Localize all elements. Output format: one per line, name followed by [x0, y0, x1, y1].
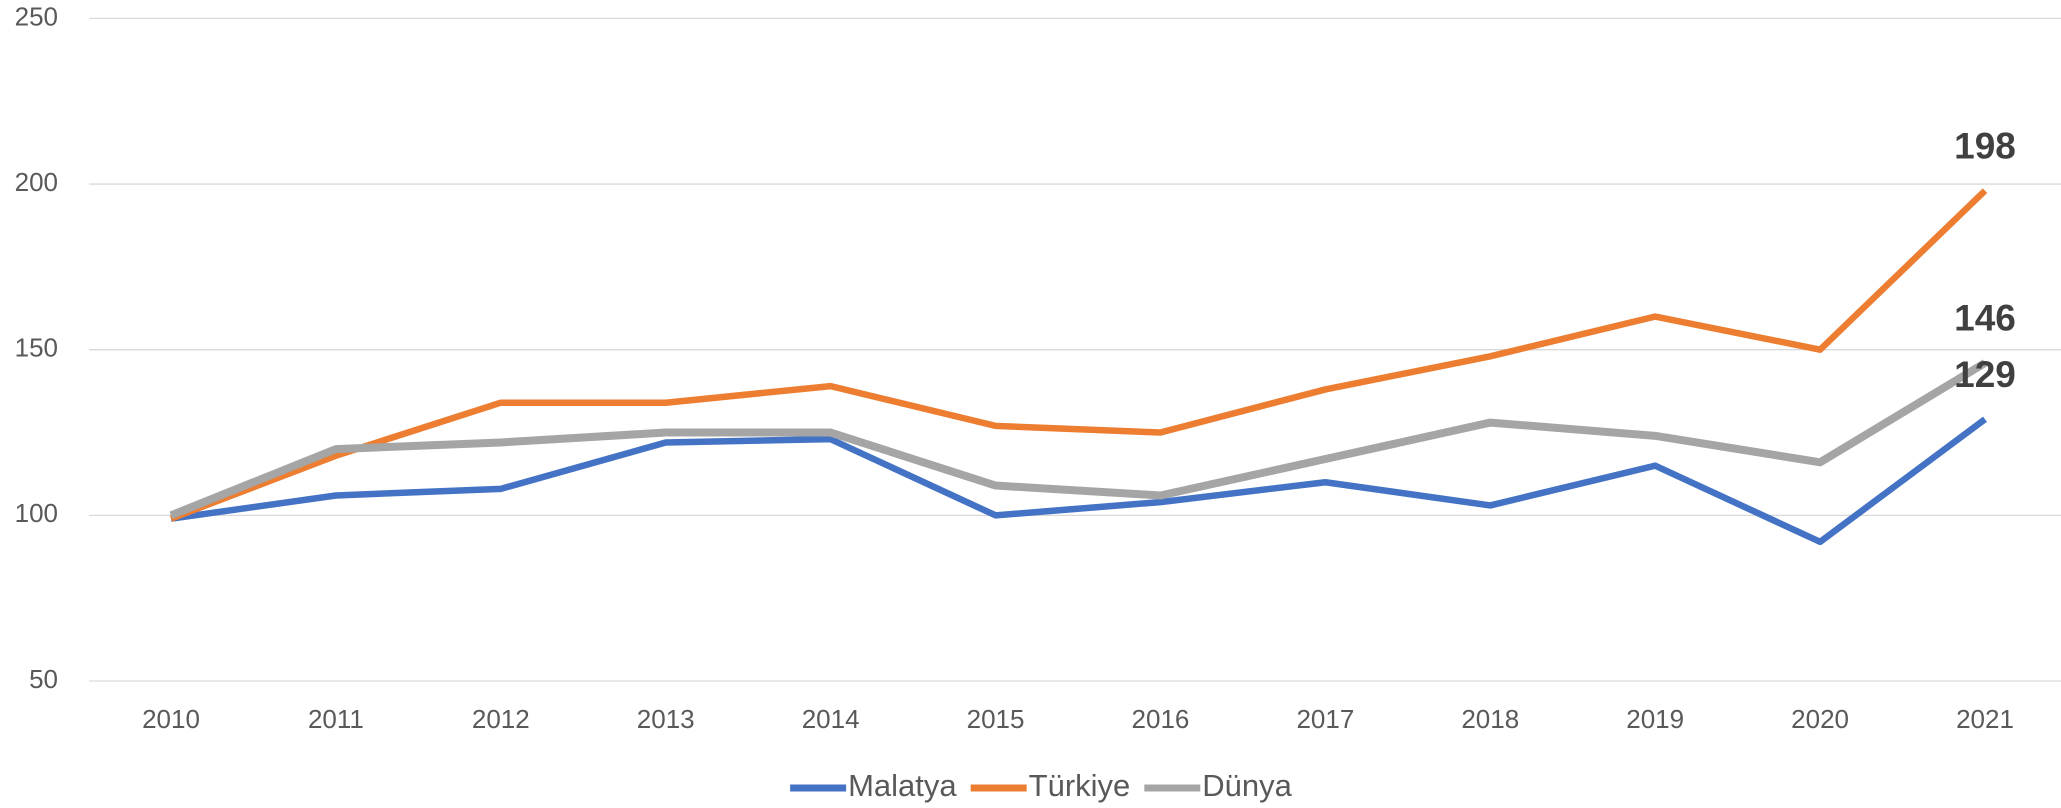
x-tick-label: 2013 — [637, 704, 695, 734]
data-label: 129 — [1954, 354, 2016, 395]
x-tick-label: 2017 — [1296, 704, 1354, 734]
series-line — [169, 188, 1988, 522]
y-tick-label: 50 — [29, 664, 58, 694]
x-tick-label: 2011 — [308, 704, 364, 734]
y-tick-label: 250 — [15, 1, 58, 31]
y-tick-label: 100 — [15, 498, 58, 528]
legend-label: Malatya — [848, 768, 957, 803]
legend-label: Türkiye — [1029, 768, 1131, 803]
y-tick-label: 200 — [15, 167, 58, 197]
x-tick-label: 2015 — [967, 704, 1025, 734]
x-tick-label: 2016 — [1132, 704, 1190, 734]
x-tick-label: 2012 — [472, 704, 530, 734]
data-label: 198 — [1954, 125, 2016, 166]
x-tick-label: 2014 — [802, 704, 860, 734]
x-tick-label: 2021 — [1956, 704, 2014, 734]
x-tick-label: 2018 — [1461, 704, 1519, 734]
data-label: 146 — [1954, 298, 2016, 339]
legend-label: Dünya — [1202, 768, 1292, 803]
series-line — [169, 359, 1988, 520]
y-tick-label: 150 — [15, 333, 58, 363]
x-tick-label: 2010 — [142, 704, 200, 734]
x-tick-label: 2020 — [1791, 704, 1849, 734]
series-line — [170, 416, 1987, 546]
x-tick-label: 2019 — [1626, 704, 1684, 734]
